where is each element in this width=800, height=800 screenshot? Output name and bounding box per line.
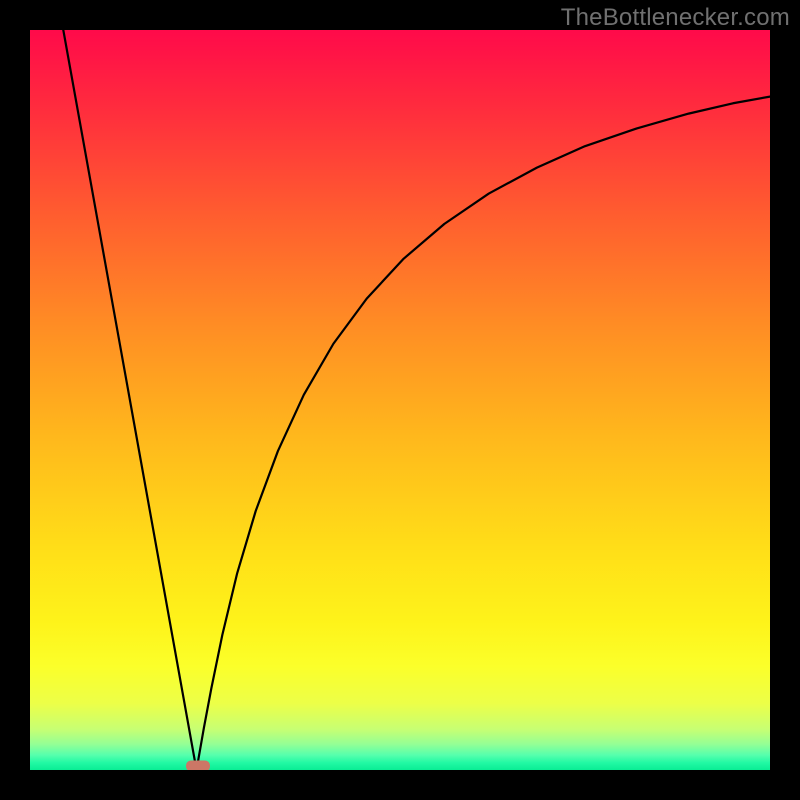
series-left-leg	[63, 30, 196, 770]
series-right-curve	[197, 97, 771, 770]
curve-layer	[30, 30, 770, 770]
vertex-marker	[186, 761, 210, 770]
watermark-text: TheBottlenecker.com	[561, 4, 790, 32]
plot-area	[30, 30, 770, 770]
